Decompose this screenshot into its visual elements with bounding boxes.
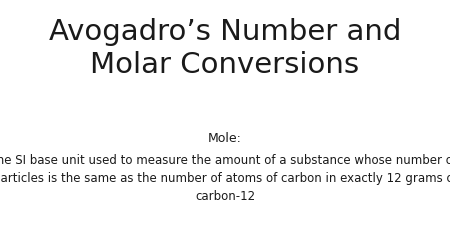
Text: the SI base unit used to measure the amount of a substance whose number of
parti: the SI base unit used to measure the amo… bbox=[0, 154, 450, 203]
Text: Mole:: Mole: bbox=[208, 131, 242, 144]
Text: Avogadro’s Number and
Molar Conversions: Avogadro’s Number and Molar Conversions bbox=[49, 18, 401, 79]
